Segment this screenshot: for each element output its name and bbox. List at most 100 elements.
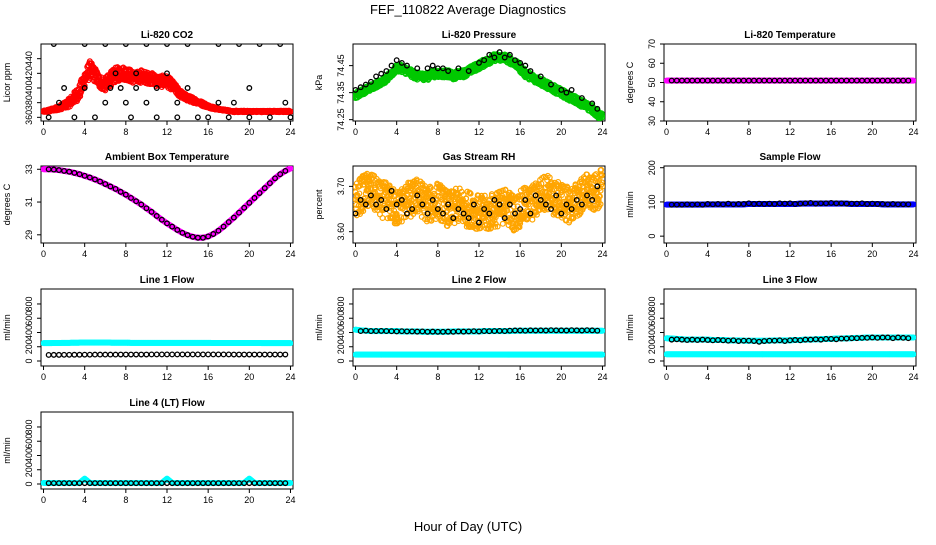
plot-area (41, 42, 293, 120)
avg-point (154, 115, 159, 120)
series-raw (41, 166, 293, 240)
x-tick-label: 0 (353, 249, 358, 259)
y-tick-label: 33 (24, 164, 34, 174)
x-tick-label: 12 (162, 127, 172, 137)
x-tick-label: 0 (41, 249, 46, 259)
avg-point (196, 115, 201, 120)
y-axis-label: Licor ppm (2, 63, 12, 103)
raw-point (380, 216, 385, 221)
x-tick-label: 24 (597, 127, 607, 137)
x-tick-label: 24 (597, 249, 607, 259)
x-tick-label: 20 (556, 127, 566, 137)
avg-point (144, 100, 149, 105)
x-tick-label: 12 (785, 249, 795, 259)
x-tick-label: 4 (82, 127, 87, 137)
y-tick-label: 50 (647, 77, 657, 87)
y-tick-label: 29 (24, 230, 34, 240)
y-tick-label: 100 (647, 194, 657, 209)
y-axis-label: kPa (314, 75, 324, 91)
avg-point (247, 86, 252, 91)
y-tick-label: 400 (24, 80, 34, 95)
y-tick-label: 30 (647, 116, 657, 126)
x-tick-label: 8 (435, 249, 440, 259)
avg-point (175, 115, 180, 120)
x-tick-label: 24 (908, 249, 918, 259)
x-tick-label: 12 (162, 249, 172, 259)
avg-point (46, 115, 51, 120)
y-tick-label: 40 (647, 97, 657, 107)
x-tick-label: 16 (203, 249, 213, 259)
y-tick-label: 74.45 (336, 54, 346, 77)
avg-point (374, 74, 379, 79)
x-tick-label: 24 (285, 127, 295, 137)
plot-frame (353, 44, 605, 121)
x-tick-label: 12 (785, 127, 795, 137)
x-tick-label: 16 (515, 249, 525, 259)
y-tick-label: 3.60 (336, 223, 346, 241)
x-tick-label: 20 (867, 249, 877, 259)
x-tick-label: 0 (353, 127, 358, 137)
avg-point (226, 115, 231, 120)
avg-point (72, 115, 77, 120)
plot-frame (41, 166, 293, 243)
y-tick-label: 440 (24, 51, 34, 66)
panel-title: Gas Stream RH (443, 152, 516, 163)
y-tick-label: 74.35 (336, 81, 346, 104)
plot-area (353, 168, 605, 233)
avg-point (394, 58, 399, 63)
y-tick-label: 0 (647, 234, 657, 239)
x-tick-label: 20 (244, 249, 254, 259)
avg-point (165, 71, 170, 76)
y-tick-label: 380 (24, 95, 34, 110)
avg-point (268, 115, 273, 120)
x-tick-label: 0 (664, 249, 669, 259)
y-tick-label: 3.70 (336, 178, 346, 196)
x-tick-label: 16 (826, 249, 836, 259)
avg-point (216, 100, 221, 105)
avg-point (247, 115, 252, 120)
x-tick-label: 8 (123, 127, 128, 137)
avg-point (129, 115, 134, 120)
x-tick-label: 24 (908, 127, 918, 137)
plot-area (353, 50, 605, 121)
y-axis-label: degrees C (2, 183, 12, 225)
avg-point (379, 71, 384, 76)
x-tick-label: 4 (82, 249, 87, 259)
y-tick-label: 360 (24, 110, 34, 125)
panel-title: Sample Flow (759, 152, 820, 163)
avg-point (430, 63, 435, 68)
avg-point (62, 86, 67, 91)
x-tick-label: 16 (826, 127, 836, 137)
x-tick-label: 20 (244, 127, 254, 137)
avg-point (93, 115, 98, 120)
avg-point (288, 115, 293, 120)
x-tick-label: 4 (394, 127, 399, 137)
x-tick-label: 16 (515, 127, 525, 137)
x-tick-label: 8 (746, 249, 751, 259)
x-tick-label: 4 (705, 249, 710, 259)
avg-point (232, 100, 237, 105)
avg-point (118, 86, 123, 91)
x-tick-label: 4 (394, 249, 399, 259)
panel-title: Ambient Box Temperature (105, 152, 230, 163)
y-axis-label: degrees C (625, 61, 635, 103)
avg-point (124, 100, 129, 105)
x-tick-label: 8 (746, 127, 751, 137)
y-tick-label: 74.25 (336, 108, 346, 131)
x-tick-label: 0 (664, 127, 669, 137)
series-raw (41, 59, 293, 115)
x-tick-label: 20 (867, 127, 877, 137)
avg-point (283, 100, 288, 105)
plot-area (664, 78, 916, 83)
y-tick-label: 70 (647, 39, 657, 49)
x-tick-label: 12 (474, 127, 484, 137)
series-raw (353, 168, 605, 233)
